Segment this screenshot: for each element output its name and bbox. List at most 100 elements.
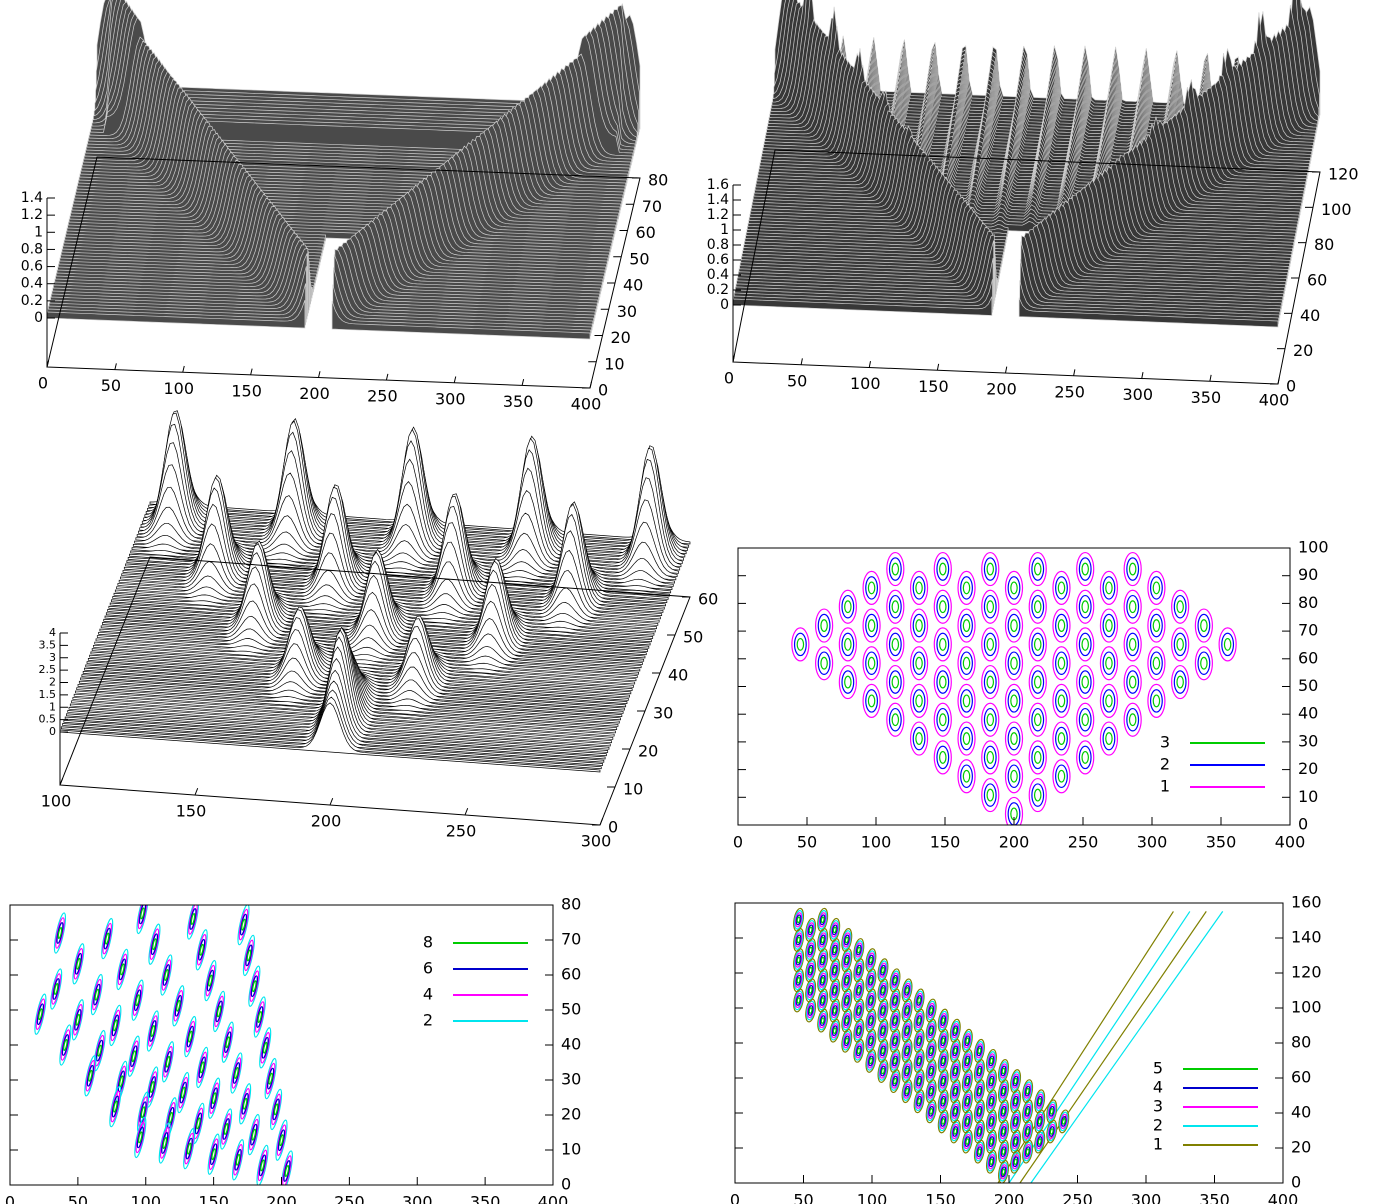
x-tick-label: 150 — [198, 1193, 229, 1204]
x-tick-label: 350 — [1199, 1191, 1230, 1204]
y-tick-label: 60 — [1298, 648, 1318, 667]
y-tick-label: 70 — [561, 930, 581, 949]
y-tick-label: 0 — [1286, 377, 1296, 396]
z-tick-label: 1.4 — [707, 192, 729, 208]
x-tick-label: 350 — [1206, 833, 1237, 852]
y-tick-label: 0 — [608, 818, 618, 837]
x-tick-label: 0 — [5, 1193, 15, 1204]
y-tick-label: 160 — [1291, 893, 1322, 912]
y-tick-label: 40 — [623, 276, 643, 295]
y-tick-label: 100 — [1298, 538, 1329, 557]
z-tick-label: 3.5 — [39, 638, 57, 651]
x-tick-label: 50 — [101, 376, 121, 395]
y-tick-label: 50 — [629, 249, 649, 268]
y-tick-label: 60 — [698, 590, 718, 609]
x-tick-label: 0 — [733, 833, 743, 852]
x-tick-label: 400 — [1275, 833, 1306, 852]
y-tick-label: 40 — [1291, 1103, 1311, 1122]
x-tick-label: 200 — [311, 812, 342, 831]
z-tick-label: 0.4 — [707, 267, 729, 283]
z-tick-label: 0.6 — [21, 259, 43, 275]
x-tick-label: 0 — [38, 374, 48, 393]
legend-label: 5 — [1153, 1059, 1163, 1078]
figure: 0501001502002503003504000102030405060708… — [0, 0, 1381, 1204]
y-tick-label: 0 — [598, 381, 608, 400]
x-tick-label: 150 — [918, 377, 949, 396]
y-tick-label: 20 — [1298, 759, 1318, 778]
y-tick-label: 80 — [561, 895, 581, 914]
y-tick-label: 80 — [1314, 235, 1334, 254]
x-tick-label: 150 — [231, 381, 262, 400]
y-tick-label: 40 — [668, 666, 688, 685]
x-tick-label: 200 — [994, 1191, 1025, 1204]
x-tick-label: 350 — [1191, 388, 1222, 407]
y-tick-label: 80 — [648, 171, 668, 190]
y-tick-label: 0 — [1298, 815, 1308, 834]
y-tick-label: 30 — [653, 704, 673, 723]
x-tick-label: 300 — [1131, 1191, 1162, 1204]
x-tick-label: 200 — [266, 1193, 297, 1204]
y-tick-label: 40 — [1300, 306, 1320, 325]
x-tick-label: 400 — [538, 1193, 569, 1204]
x-tick-label: 350 — [503, 392, 534, 411]
z-tick-label: 0 — [49, 725, 56, 738]
x-tick-label: 150 — [930, 833, 961, 852]
x-tick-label: 300 — [1122, 385, 1153, 404]
z-tick-label: 2 — [49, 676, 56, 689]
y-tick-label: 20 — [561, 1105, 581, 1124]
x-tick-label: 100 — [850, 374, 881, 393]
x-tick-label: 200 — [299, 384, 330, 403]
y-tick-label: 60 — [1307, 271, 1327, 290]
y-tick-label: 20 — [638, 742, 658, 761]
legend-label: 2 — [1153, 1116, 1163, 1135]
z-tick-label: 1 — [49, 700, 56, 713]
y-tick-label: 0 — [1291, 1173, 1301, 1192]
x-tick-label: 200 — [999, 833, 1030, 852]
y-tick-label: 30 — [1298, 731, 1318, 750]
y-tick-label: 40 — [1298, 704, 1318, 723]
y-tick-label: 140 — [1291, 928, 1322, 947]
x-tick-label: 100 — [857, 1191, 888, 1204]
legend-label: 8 — [423, 933, 433, 952]
z-tick-label: 1.4 — [21, 190, 43, 206]
x-tick-label: 250 — [334, 1193, 365, 1204]
y-tick-label: 100 — [1291, 998, 1322, 1017]
x-tick-label: 0 — [724, 369, 734, 388]
z-tick-label: 0.8 — [21, 241, 43, 257]
z-tick-label: 0 — [720, 297, 729, 313]
x-tick-label: 300 — [435, 389, 466, 408]
z-tick-label: 0.6 — [707, 252, 729, 268]
legend-label: 4 — [423, 985, 433, 1004]
x-tick-label: 100 — [41, 792, 72, 811]
y-tick-label: 60 — [636, 223, 656, 242]
y-tick-label: 50 — [1298, 676, 1318, 695]
legend-label: 1 — [1153, 1135, 1163, 1154]
x-tick-label: 300 — [581, 832, 612, 851]
z-tick-label: 3 — [49, 651, 56, 664]
y-tick-label: 80 — [1291, 1033, 1311, 1052]
y-tick-label: 40 — [561, 1035, 581, 1054]
x-tick-label: 250 — [1054, 382, 1085, 401]
y-tick-label: 10 — [604, 354, 624, 373]
y-tick-label: 60 — [561, 965, 581, 984]
legend-label: 2 — [423, 1011, 433, 1030]
z-tick-label: 1.5 — [39, 688, 57, 701]
y-tick-label: 0 — [561, 1175, 571, 1194]
y-tick-label: 10 — [1298, 787, 1318, 806]
x-tick-label: 150 — [176, 802, 207, 821]
z-tick-label: 1.2 — [21, 207, 43, 223]
y-tick-label: 80 — [1298, 593, 1318, 612]
y-tick-label: 10 — [561, 1140, 581, 1159]
y-tick-label: 10 — [623, 780, 643, 799]
y-tick-label: 30 — [561, 1070, 581, 1089]
y-tick-label: 70 — [1298, 621, 1318, 640]
y-tick-label: 100 — [1321, 200, 1352, 219]
z-tick-label: 0.2 — [21, 293, 43, 309]
x-tick-label: 100 — [861, 833, 892, 852]
legend-label: 6 — [423, 959, 433, 978]
y-tick-label: 20 — [1291, 1138, 1311, 1157]
x-tick-label: 400 — [1259, 391, 1290, 410]
z-tick-label: 4 — [49, 626, 56, 639]
y-tick-label: 60 — [1291, 1068, 1311, 1087]
x-tick-label: 250 — [446, 822, 477, 841]
